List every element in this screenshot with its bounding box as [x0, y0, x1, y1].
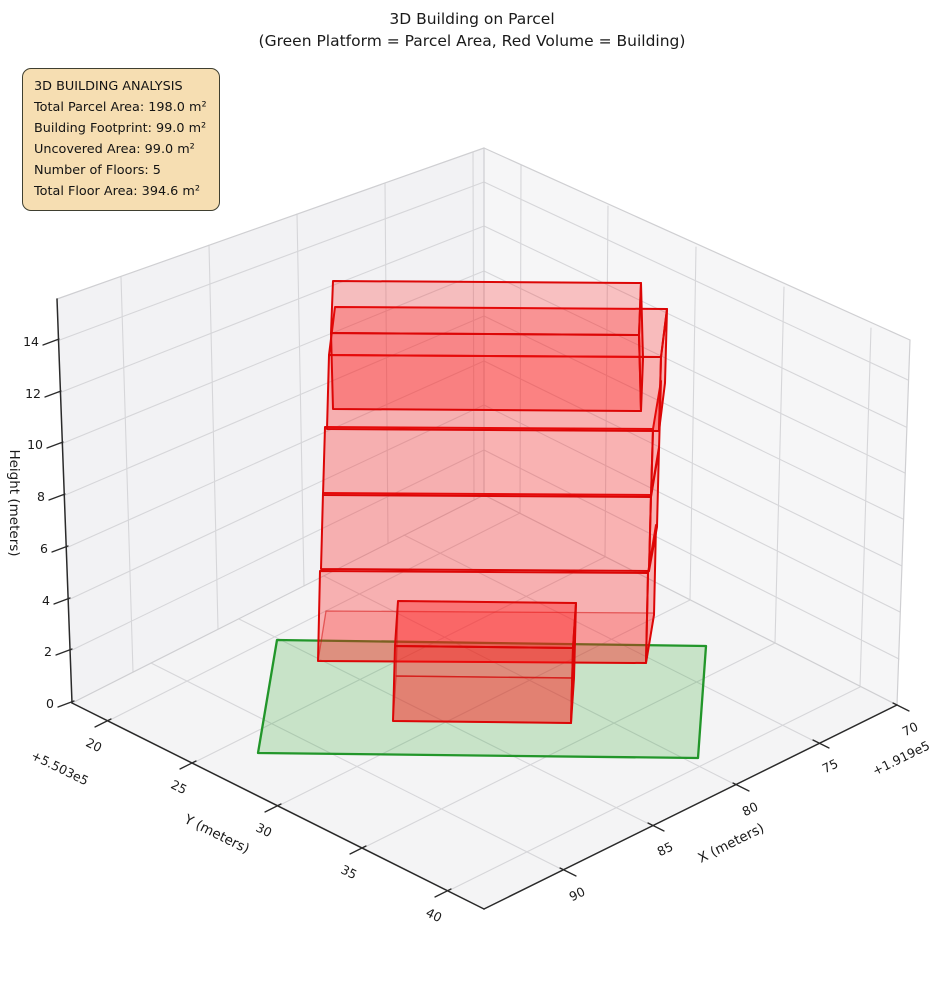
tower-floor3-end — [650, 380, 662, 498]
leftwall-grid-z14 — [56, 181, 485, 342]
pane-edge-base-left — [71, 494, 485, 704]
z-tick-2 — [55, 648, 73, 656]
x-tick-90 — [559, 867, 577, 877]
annotation-parcel-area: Total Parcel Area: 198.0 m² — [34, 100, 207, 115]
x-axis-line — [483, 704, 898, 910]
x-axis-offset-text: +1.919e5 — [870, 738, 932, 779]
y-tick-25 — [179, 760, 197, 770]
z-axis-label: Height (meters) — [6, 449, 22, 556]
z-tick-label-10: 10 — [27, 437, 43, 452]
x-tick-80 — [732, 782, 750, 792]
annotation-footprint: Building Footprint: 99.0 m² — [34, 121, 207, 136]
z-tick-8 — [48, 493, 66, 501]
rightwall-grid-z2 — [483, 449, 900, 660]
z-axis-line — [56, 298, 73, 704]
x-tick-label-80: 80 — [740, 799, 761, 819]
x-tick-label-90: 90 — [567, 884, 588, 904]
z-tick-14 — [42, 338, 60, 346]
tower-floor5-end — [638, 282, 644, 412]
leftwall-grid-z2 — [69, 449, 485, 652]
pane-edge-top-right — [483, 147, 911, 341]
z-tick-label-8: 8 — [37, 489, 45, 504]
rightwall-grid-y20 — [519, 164, 522, 514]
x-tick-label-85: 85 — [655, 839, 676, 859]
z-tick-6 — [51, 545, 69, 553]
leftwall-grid-z8 — [62, 315, 485, 497]
z-tick-label-4: 4 — [42, 593, 50, 608]
x-tick-70 — [892, 702, 910, 712]
z-tick-label-6: 6 — [40, 541, 48, 556]
x-axis-label: X (meters) — [696, 820, 767, 866]
y-tick-35 — [349, 845, 367, 855]
tower-floor3-front — [322, 426, 654, 498]
chart-subtitle: (Green Platform = Parcel Area, Red Volum… — [258, 32, 686, 51]
annotation-floor-area: Total Floor Area: 394.6 m² — [34, 184, 200, 199]
y-tick-20 — [94, 718, 112, 728]
leftwall-grid-x90 — [120, 276, 134, 673]
building-analysis-annotation-box: 3D BUILDING ANALYSIS Total Parcel Area: … — [22, 68, 220, 211]
z-tick-label-2: 2 — [44, 644, 52, 659]
chart-title-block: 3D Building on Parcel (Green Platform = … — [0, 8, 944, 53]
rightwall-grid-y25 — [604, 205, 609, 558]
floor-grid-y40 — [447, 686, 861, 892]
rightwall-grid-y30 — [689, 246, 697, 601]
annex-top-face — [394, 600, 577, 649]
leftwall-grid-x80 — [296, 213, 305, 587]
tower-floor4-end — [658, 308, 668, 432]
leftwall-grid-z4 — [67, 404, 485, 601]
tower-floor5-top — [330, 280, 642, 336]
z-tick-label-14: 14 — [23, 334, 39, 349]
floor-grid-y20 — [107, 512, 521, 722]
x-tick-label-75: 75 — [820, 756, 841, 776]
floor-grid-y30 — [277, 599, 691, 807]
x-tick-75 — [812, 739, 830, 749]
pane-left-wall — [57, 148, 484, 703]
z-tick-label-12: 12 — [25, 386, 41, 401]
z-tick-label-0: 0 — [46, 696, 54, 711]
y-tick-label-20: 20 — [84, 735, 105, 755]
leftwall-grid-z10 — [60, 270, 485, 445]
annotation-floors: Number of Floors: 5 — [34, 163, 161, 178]
z-tick-12 — [44, 390, 62, 398]
z-tick-0 — [57, 700, 75, 708]
y-tick-label-25: 25 — [169, 777, 190, 797]
rightwall-grid-y35 — [774, 286, 785, 644]
y-tick-label-40: 40 — [424, 905, 445, 925]
y-tick-40 — [434, 888, 452, 898]
tower-floor1-end — [645, 524, 657, 664]
pane-edge-base-right — [483, 494, 898, 706]
y-axis-offset-text: +5.503e5 — [29, 748, 91, 789]
y-tick-30 — [264, 803, 282, 813]
floor-grid-y35 — [362, 642, 776, 849]
y-tick-label-35: 35 — [339, 862, 360, 882]
y-tick-label-30: 30 — [254, 820, 275, 840]
parcel-platform — [256, 638, 708, 760]
chart-title: 3D Building on Parcel — [389, 10, 555, 28]
rightwall-grid-z6 — [483, 360, 903, 567]
x-tick-label-70: 70 — [900, 719, 921, 739]
x-tick-85 — [647, 822, 665, 832]
leftwall-grid-x85 — [208, 244, 219, 630]
leftwall-grid-z6 — [65, 360, 485, 549]
rightwall-grid-y40 — [859, 327, 872, 688]
leftwall-grid-x75 — [384, 182, 389, 544]
pane-edge-right — [896, 339, 911, 706]
annotation-uncovered: Uncovered Area: 99.0 m² — [34, 142, 195, 157]
floor-grid-x90 — [150, 662, 564, 871]
tower-floor5-front — [330, 332, 642, 412]
rightwall-grid-z10 — [483, 270, 906, 474]
leftwall-grid-x70 — [472, 151, 475, 501]
rightwall-grid-z14 — [483, 181, 909, 381]
leftwall-grid-z12 — [58, 225, 485, 394]
annex-front-face — [392, 645, 574, 724]
annotation-title: 3D BUILDING ANALYSIS — [34, 79, 183, 94]
tower-floor2-front — [320, 492, 652, 572]
pane-right-wall — [484, 148, 910, 705]
y-axis-label: Y (meters) — [181, 811, 252, 857]
z-tick-4 — [53, 597, 71, 605]
z-tick-10 — [46, 441, 64, 449]
pane-edge-top-left — [56, 147, 485, 300]
